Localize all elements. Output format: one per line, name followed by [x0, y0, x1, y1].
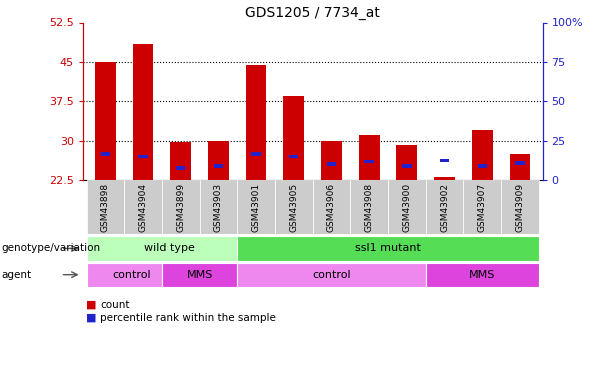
- Bar: [434, 177, 455, 180]
- Text: GSM43902: GSM43902: [440, 183, 449, 232]
- Text: ssl1 mutant: ssl1 mutant: [355, 243, 421, 254]
- Bar: [132, 44, 153, 180]
- Bar: [200, 180, 237, 234]
- Text: genotype/variation: genotype/variation: [1, 243, 101, 254]
- Text: count: count: [100, 300, 129, 309]
- Text: GSM43904: GSM43904: [139, 183, 148, 232]
- Bar: [170, 142, 191, 180]
- Bar: [425, 262, 539, 287]
- Text: agent: agent: [1, 270, 31, 280]
- Bar: [237, 236, 539, 261]
- Bar: [388, 180, 425, 234]
- Text: GSM43898: GSM43898: [101, 183, 110, 232]
- Bar: [321, 141, 342, 180]
- Bar: [176, 166, 185, 170]
- Bar: [101, 152, 110, 156]
- Bar: [95, 62, 116, 180]
- Bar: [402, 164, 411, 168]
- Bar: [478, 164, 487, 168]
- Bar: [214, 164, 223, 168]
- Bar: [237, 262, 425, 287]
- Text: MMS: MMS: [186, 270, 213, 280]
- Text: control: control: [112, 270, 151, 280]
- Text: GSM43908: GSM43908: [365, 183, 374, 232]
- Bar: [251, 152, 261, 156]
- Bar: [162, 180, 200, 234]
- Bar: [246, 64, 267, 180]
- Text: GSM43909: GSM43909: [516, 183, 524, 232]
- Bar: [86, 236, 237, 261]
- Bar: [359, 135, 379, 180]
- Text: GSM43900: GSM43900: [402, 183, 411, 232]
- Bar: [509, 154, 530, 180]
- Text: GSM43903: GSM43903: [214, 183, 223, 232]
- Bar: [516, 161, 525, 165]
- Bar: [397, 145, 417, 180]
- Text: control: control: [312, 270, 351, 280]
- Text: GSM43907: GSM43907: [478, 183, 487, 232]
- Bar: [208, 141, 229, 180]
- Bar: [283, 96, 304, 180]
- Bar: [237, 180, 275, 234]
- Bar: [350, 180, 388, 234]
- Text: GSM43906: GSM43906: [327, 183, 336, 232]
- Text: wild type: wild type: [144, 243, 195, 254]
- Text: GSM43901: GSM43901: [251, 183, 261, 232]
- Text: MMS: MMS: [469, 270, 495, 280]
- Bar: [139, 154, 148, 158]
- Text: GSM43899: GSM43899: [176, 183, 185, 232]
- Bar: [472, 130, 493, 180]
- Text: percentile rank within the sample: percentile rank within the sample: [100, 313, 276, 322]
- Bar: [86, 262, 162, 287]
- Bar: [275, 180, 313, 234]
- Bar: [124, 180, 162, 234]
- Bar: [501, 180, 539, 234]
- Text: GSM43905: GSM43905: [289, 183, 299, 232]
- Bar: [162, 262, 237, 287]
- Bar: [463, 180, 501, 234]
- Title: GDS1205 / 7734_at: GDS1205 / 7734_at: [245, 6, 380, 20]
- Bar: [440, 159, 449, 162]
- Bar: [425, 180, 463, 234]
- Bar: [313, 180, 350, 234]
- Bar: [289, 154, 299, 158]
- Text: ■: ■: [86, 300, 96, 309]
- Bar: [365, 160, 374, 164]
- Bar: [86, 180, 124, 234]
- Text: ■: ■: [86, 313, 96, 322]
- Bar: [327, 162, 336, 166]
